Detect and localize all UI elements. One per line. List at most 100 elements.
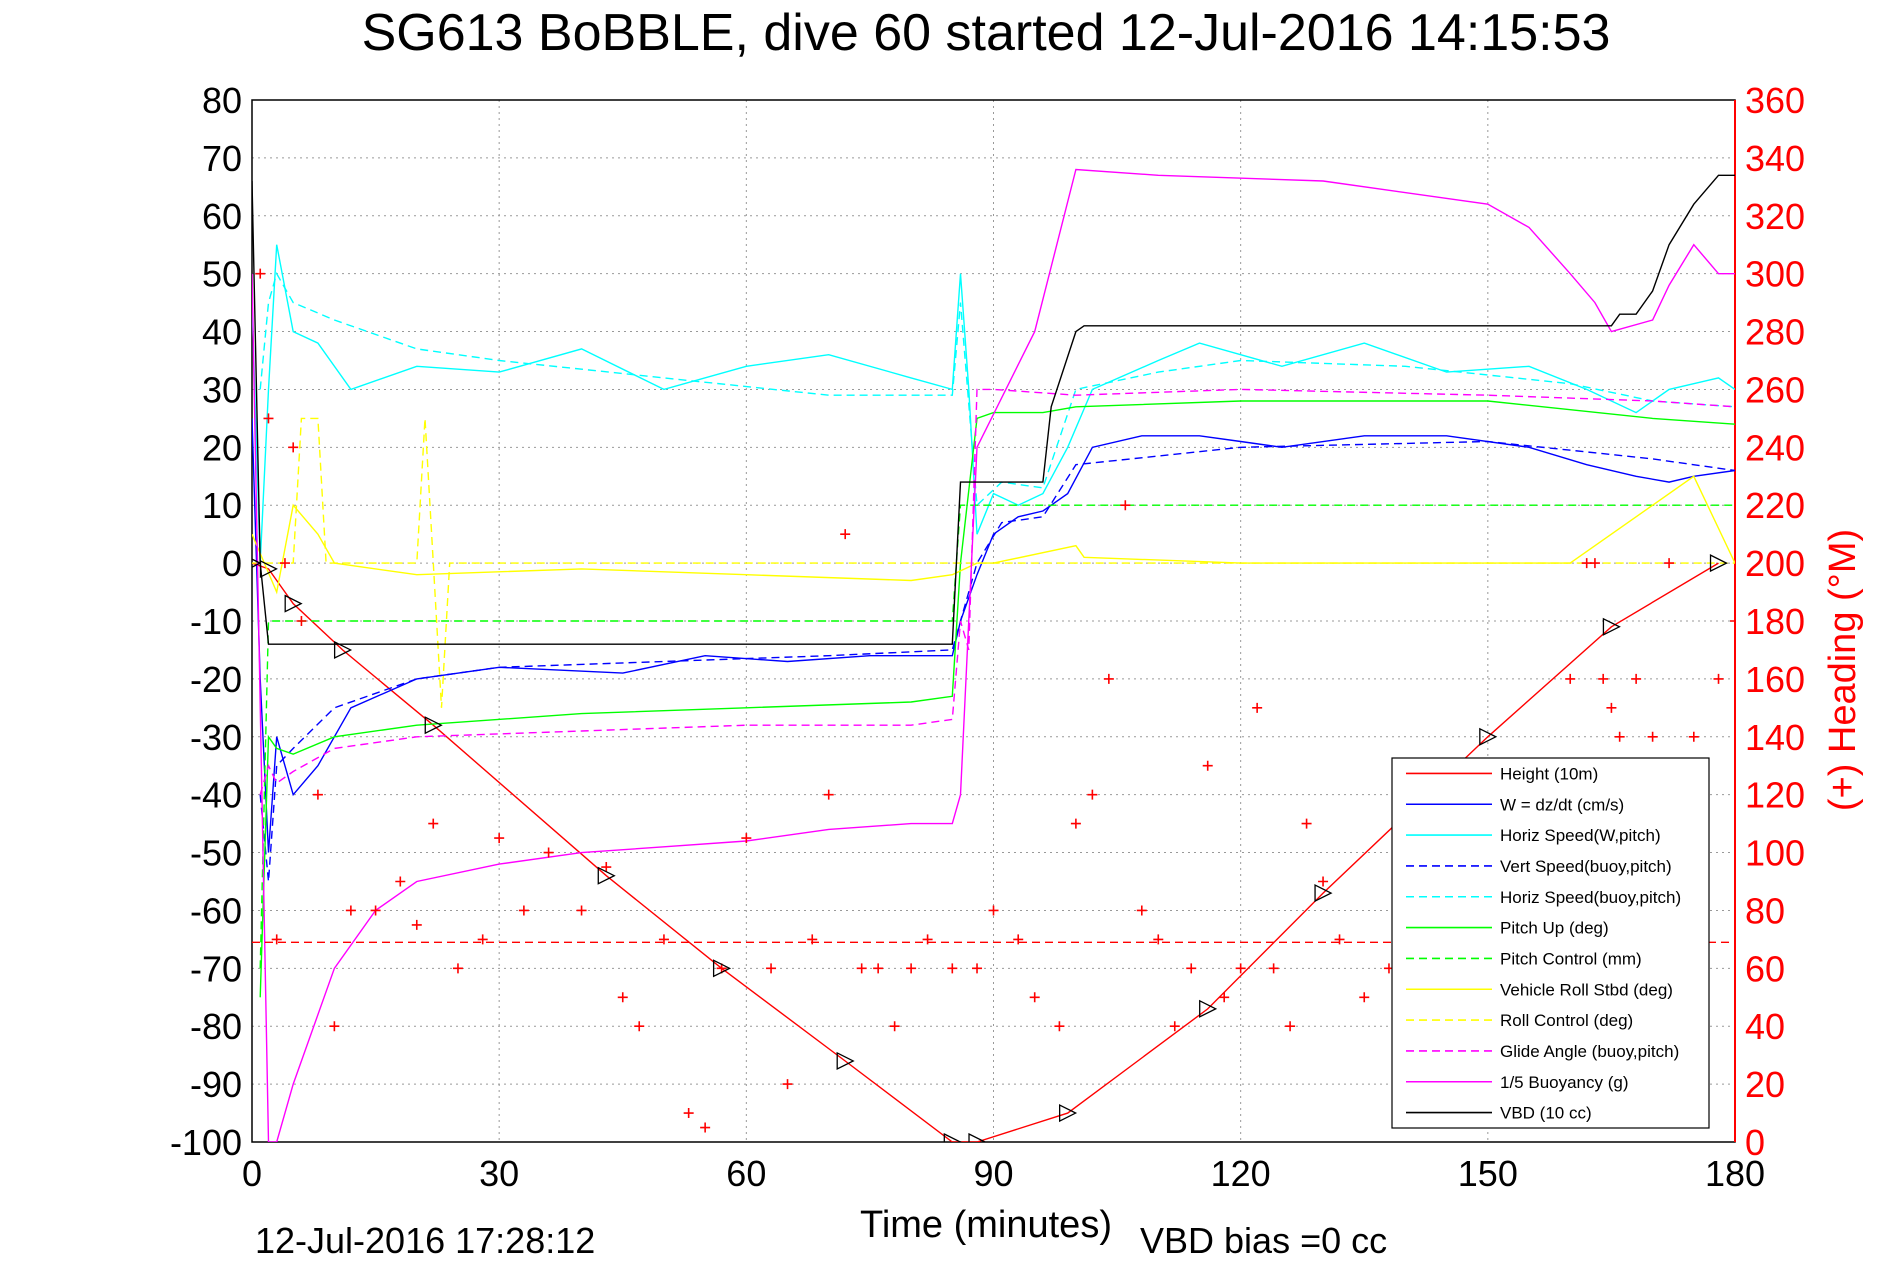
height-marker — [284, 594, 303, 613]
heading-marker — [255, 268, 266, 279]
heading-marker — [1219, 992, 1230, 1003]
height-marker — [333, 640, 353, 659]
footer-timestamp: 12-Jul-2016 17:28:12 — [255, 1220, 595, 1261]
heading-marker — [741, 833, 752, 844]
y2-tick-label: 180 — [1745, 601, 1805, 642]
series-line-pitch-control-mm — [259, 504, 1735, 969]
heading-marker — [1688, 731, 1699, 742]
y-tick-label: -50 — [190, 833, 242, 874]
heading-marker — [700, 1122, 711, 1133]
heading-marker — [452, 963, 463, 974]
y2-tick-label: 200 — [1745, 543, 1805, 584]
vbd-bias-label: VBD bias =0 cc — [1140, 1220, 1387, 1261]
height-marker — [1199, 999, 1218, 1018]
heading-marker — [1285, 1021, 1296, 1032]
x-tick-label: 90 — [973, 1153, 1013, 1194]
heading-marker — [972, 963, 983, 974]
heading-marker — [658, 934, 669, 945]
legend-entry: Vert Speed(buoy,pitch) — [1500, 857, 1672, 876]
heading-marker — [543, 847, 554, 858]
height-marker — [1479, 727, 1498, 746]
y2-tick-label: 280 — [1745, 312, 1805, 353]
y-tick-label: 70 — [202, 138, 242, 179]
x-tick-label: 150 — [1458, 1153, 1518, 1194]
y2-tick-label: 80 — [1745, 890, 1785, 931]
x-tick-labels: 0 30 60 90 120 150 180 — [242, 1153, 1765, 1194]
heading-marker — [906, 963, 917, 974]
x-axis-label: Time (minutes) — [860, 1204, 1112, 1246]
heading-marker — [1103, 673, 1114, 684]
heading-marker — [296, 616, 307, 626]
legend-entry: Horiz Speed(buoy,pitch) — [1500, 888, 1681, 907]
y2-tick-label: 120 — [1745, 775, 1805, 816]
heading-marker — [411, 919, 422, 930]
heading-marker — [395, 876, 406, 887]
series-line-pitch-up-deg — [259, 400, 1735, 998]
series-line-1-5-buoyancy-g — [252, 168, 1735, 1142]
heading-marker — [1606, 702, 1617, 713]
legend-entry: VBD (10 cc) — [1500, 1104, 1592, 1123]
y-tick-labels: -100-90-80-70-60-50-40-30-20-10010203040… — [170, 80, 242, 1163]
series-line-vbd-10-cc — [252, 174, 1735, 645]
heading-marker — [1029, 992, 1040, 1003]
x-tick-label: 180 — [1705, 1153, 1765, 1194]
heading-marker — [947, 963, 958, 974]
legend-entry: Pitch Up (deg) — [1500, 919, 1609, 938]
series-layer — [252, 168, 1735, 1142]
heading-marker — [1598, 673, 1609, 684]
y-tick-label: -40 — [190, 775, 242, 816]
heading-marker — [1235, 963, 1246, 974]
heading-marker — [263, 413, 274, 424]
heading-marker — [1169, 1021, 1180, 1032]
heading-marker — [1359, 992, 1370, 1003]
heading-marker — [428, 818, 439, 829]
height-marker — [1059, 1104, 1078, 1123]
y-tick-label: -20 — [190, 659, 242, 700]
y-tick-label: 60 — [202, 196, 242, 237]
height-marker — [1709, 554, 1728, 573]
y2-tick-label: 100 — [1745, 833, 1805, 874]
heading-marker — [279, 558, 290, 569]
y2-tick-labels: 0 20 40 60 80 100 120 140 160 180 200 220 240 260 280 3… — [1745, 80, 1805, 1163]
height-marker — [968, 1132, 987, 1142]
right-axis-label: (+) Heading (°M) — [1822, 529, 1864, 811]
heading-marker — [840, 529, 851, 540]
heading-marker — [1054, 1021, 1065, 1032]
y-tick-label: -90 — [190, 1064, 242, 1105]
heading-marker — [1631, 673, 1642, 684]
heading-marker — [1664, 558, 1675, 569]
y-tick-label: -70 — [190, 948, 242, 989]
legend-entry: W = dz/dt (cm/s) — [1500, 795, 1624, 814]
heading-marker — [1186, 963, 1197, 974]
y2-tick-label: 260 — [1745, 369, 1805, 410]
legend-box — [1391, 757, 1710, 1129]
height-marker — [712, 959, 732, 978]
y2-tick-label: 20 — [1745, 1064, 1785, 1105]
heading-marker — [1120, 500, 1131, 511]
legend: Height (10m) W = dz/dt (cm/s) Horiz Speed(… — [1391, 757, 1710, 1129]
height-marker — [597, 866, 616, 885]
height-marker — [943, 1132, 962, 1142]
x-tick-label: 30 — [479, 1153, 519, 1194]
legend-entry: Roll Control (deg) — [1500, 1011, 1633, 1030]
y2-tick-label: 40 — [1745, 1006, 1785, 1047]
heading-marker — [1730, 616, 1735, 626]
heading-marker — [889, 1021, 900, 1032]
heading-marker — [1318, 876, 1329, 887]
heading-marker — [823, 789, 834, 800]
y2-tick-label: 160 — [1745, 659, 1805, 700]
heading-marker — [1153, 934, 1164, 945]
height-marker — [1314, 884, 1333, 903]
heading-marker — [1268, 963, 1279, 974]
y2-tick-label: 140 — [1745, 717, 1805, 758]
heading-marker — [922, 934, 933, 945]
heading-marker — [873, 963, 884, 974]
heading-marker — [271, 934, 282, 945]
x-tick-label: 60 — [726, 1153, 766, 1194]
heading-marker — [288, 442, 299, 453]
height-marker — [424, 716, 443, 735]
series-line-glide-angle-buoy-pitch — [259, 388, 1735, 795]
heading-marker — [494, 833, 505, 844]
x-tick-label: 120 — [1211, 1153, 1271, 1194]
